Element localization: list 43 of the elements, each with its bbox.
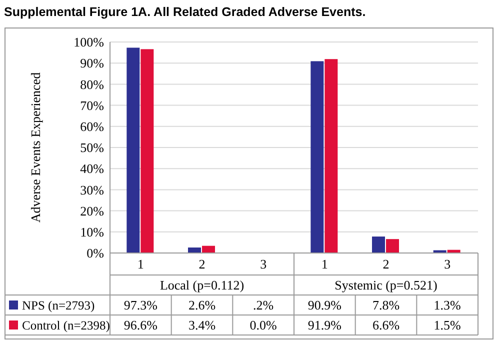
y-tick-label: 70% (80, 98, 104, 113)
bar (324, 59, 338, 253)
data-label: 0.0% (250, 318, 278, 333)
y-tick-label: 10% (80, 224, 104, 240)
bar (126, 48, 140, 253)
chart-title: Supplemental Figure 1A. All Related Graded Adverse Events. (4, 5, 366, 19)
bar (310, 61, 324, 253)
y-tick-label: 100% (74, 34, 104, 50)
text: Systemic (p=0.521) (334, 278, 438, 293)
data-label: .2% (253, 298, 274, 313)
y-tick-label: 30% (80, 182, 104, 198)
legend-label: NPS (n=2793) (22, 298, 95, 312)
x-tick-label: 3 (444, 256, 451, 272)
data-label: 1.3% (434, 298, 462, 313)
data-label: 97.3% (124, 298, 158, 313)
x-tick-label: 3 (260, 256, 267, 272)
data-label: 91.9% (308, 318, 342, 333)
data-label: 2.6% (188, 298, 216, 313)
data-label: 90.9% (308, 298, 342, 313)
data-label: 3.4% (188, 318, 216, 333)
data-label: 7.8% (372, 298, 400, 313)
y-tick-label: 90% (80, 56, 104, 71)
text: Local (p=0.112) (160, 278, 244, 293)
data-label: 1.5% (434, 318, 462, 333)
x-tick-label: 1 (321, 256, 328, 272)
y-tick-label: 60% (80, 118, 104, 134)
bar (372, 236, 385, 253)
y-tick-label: 80% (80, 76, 104, 92)
legend-label: Control (n=2398) (22, 318, 110, 332)
y-tick-label: 20% (80, 203, 104, 218)
bar (202, 246, 215, 253)
x-tick-label: 1 (137, 256, 144, 272)
data-label: 96.6% (124, 318, 158, 333)
y-tick-label: 0% (86, 246, 104, 261)
y-tick-label: 40% (80, 161, 104, 176)
x-tick-label: 2 (382, 256, 390, 272)
bar (140, 49, 154, 253)
x-tick-label: 2 (198, 256, 206, 272)
bar (386, 239, 399, 253)
y-tick-label: 50% (80, 140, 104, 156)
data-label: 6.6% (372, 318, 400, 333)
y-axis-title: Adverse Events Experienced (28, 72, 43, 223)
bar (188, 248, 201, 253)
